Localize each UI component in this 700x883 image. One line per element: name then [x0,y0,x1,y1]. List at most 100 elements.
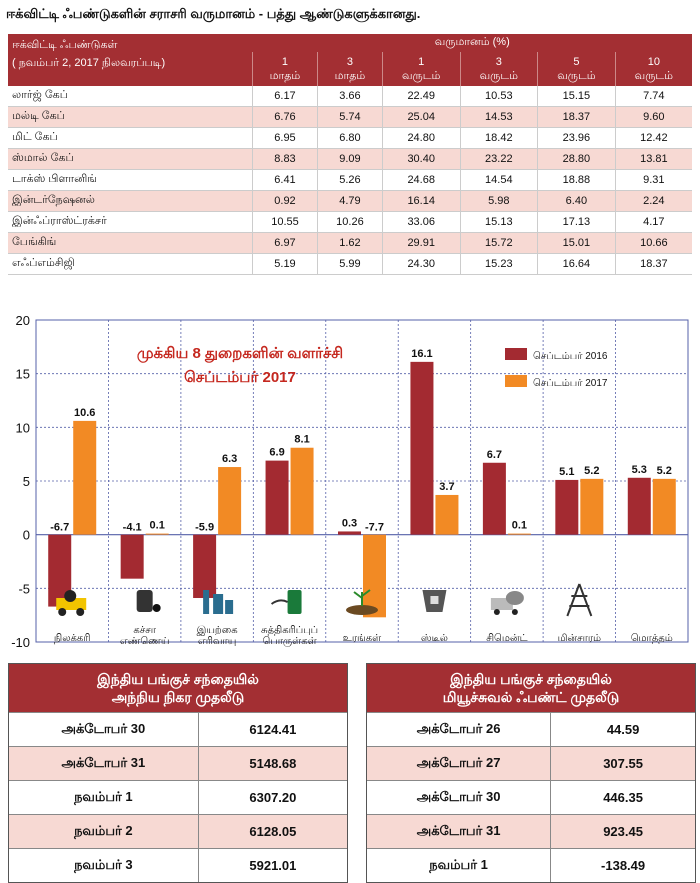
return-value-cell: 5.19 [252,253,318,275]
return-value-cell: 0.92 [252,190,318,212]
return-value-cell: 6.41 [252,169,318,191]
return-value-cell: 2.24 [614,190,692,212]
fii-title-line2: அந்நிய நிகர முதலீடு [111,689,245,705]
category-label: மின்சாரம் [558,633,602,644]
amount-cell: 5921.01 [198,848,347,882]
data-label: 3.7 [439,481,454,493]
mf-rows: அக்டோபர் 26 44.59 அக்டோபர் 27 307.55 அக்டோபர… [367,712,695,882]
legend-label: செப்டம்பர் 2017 [533,378,608,389]
page-title: ஈக்விட்டி ஃபண்டுகளின் சராசரி வருமானம் - … [6,6,421,21]
y-tick-label: -10 [11,635,30,650]
table-row: எஃப்எம்சிஜி 5.19 5.99 24.30 15.23 16.64 18.37 [8,253,692,275]
period-header: 1 மாதம் [252,52,318,86]
chart-bars: -6.7 -4.1 -5.9 6.9 0.3 16.1 6.7 5.1 5.3 10.6 0.1 6.… [48,348,676,618]
return-value-cell: 7.74 [614,86,692,107]
return-value-cell: 6.76 [252,106,318,128]
bar-sep-2017 [507,533,531,535]
data-label: 6.9 [269,447,284,459]
data-label: 0.1 [512,520,527,532]
fii-investment-table: இந்திய பங்குச் சந்தையில் அந்நிய நிகர முத… [8,663,348,883]
fii-title-line1: இந்திய பங்குச் சந்தையில் [97,671,259,687]
table-header-fund-type: ஈக்விட்டி ஃபண்டுகள் ( நவம்பர் 2, 2017 நி… [8,34,253,86]
return-value-cell: 15.01 [537,232,616,254]
category-label: சுத்திகரிப்புப் [261,625,318,636]
data-label: -6.7 [50,522,69,534]
amount-cell: 446.35 [550,780,695,815]
legend-label: செப்டம்பர் 2016 [533,351,608,362]
mf-title-line2: மியூச்சுவல் ஃபண்ட் முதலீடு [442,689,620,705]
bar-sep-2016 [265,460,289,535]
return-value-cell: 24.30 [381,253,460,275]
table-row: லார்ஜ் கேப் 6.17 3.66 22.49 10.53 15.15 7.74 [8,86,692,107]
bar-sep-2016 [338,531,361,535]
return-value-cell: 18.37 [537,106,616,128]
return-value-cell: 5.98 [459,190,538,212]
date-cell: நவம்பர் 1 [9,780,199,815]
return-value-cell: 15.15 [537,86,616,107]
data-label: 6.3 [222,453,237,465]
period-unit: வருடம் [557,70,596,82]
date-cell: அக்டோபர் 27 [367,746,552,781]
legend-swatch [505,375,527,387]
date-cell: நவம்பர் 1 [367,848,552,882]
bar-sep-2017 [145,533,169,535]
legend-swatch [505,348,527,360]
category-label: கச்சா [133,625,156,636]
return-value-cell: 10.55 [252,211,318,233]
header-date-label: ( நவம்பர் 2, 2017 நிலவரப்படி) [12,57,166,69]
table-row: அக்டோபர் 30 6124.41 [9,712,347,747]
oil-barrel-icon [136,590,161,612]
return-value-cell: 8.83 [252,148,318,170]
return-value-cell: 23.96 [537,127,616,149]
header-funds-label: ஈக்விட்டி ஃபண்டுகள் [12,39,118,51]
table-row: நவம்பர் 2 6128.05 [9,814,347,849]
bar-sep-2017 [218,467,242,535]
table-row: அக்டோபர் 26 44.59 [367,712,695,747]
core-sector-chart: -10 -5 0 5 10 15 20 -6.7 -4.1 -5.9 6.9 0.3 16.1 6.7 5… [0,312,700,658]
bar-sep-2016 [48,534,72,607]
return-value-cell: 6.95 [252,127,318,149]
return-value-cell: 6.97 [252,232,318,254]
period-unit: வருடம் [634,70,673,82]
data-label: -5.9 [195,522,214,534]
y-tick-label: -5 [18,581,30,596]
mf-title-line1: இந்திய பங்குச் சந்தையில் [450,671,612,687]
y-tick-label: 5 [23,474,30,489]
table-row: இன்ஃப்ராஸ்ட்ரக்சர் 10.55 10.26 33.06 15.13 17… [8,211,692,233]
bar-sep-2017 [580,478,604,535]
period-number: 1 [281,56,289,68]
return-value-cell: 6.40 [537,190,616,212]
table-row: அக்டோபர் 30 446.35 [367,780,695,815]
period-number: 1 [418,56,425,68]
table-row: நவம்பர் 1 -138.49 [367,848,695,882]
return-value-cell: 10.66 [614,232,692,254]
return-value-cell: 18.37 [614,253,692,275]
category-label: உரங்கள் [343,633,381,644]
return-value-cell: 16.64 [537,253,616,275]
return-value-cell: 16.14 [381,190,460,212]
y-tick-label: 10 [16,420,30,435]
period-unit: மாதம் [269,70,301,82]
fuel-pump-icon [270,590,302,614]
category-label: இயற்கை [197,625,238,636]
chart-legend: செப்டம்பர் 2016 செப்டம்பர் 2017 [505,348,608,389]
amount-cell: 5148.68 [198,746,347,781]
gas-plant-icon [203,590,234,614]
return-value-cell: 14.53 [459,106,538,128]
data-label: -4.1 [123,522,142,534]
date-cell: அக்டோபர் 31 [367,814,552,849]
bar-sep-2016 [482,462,506,535]
table-row: மல்டி கேப் 6.76 5.74 25.04 14.53 18.37 9.60 [8,106,692,128]
bar-sep-2016 [410,361,434,535]
data-label: 5.3 [632,464,647,476]
return-value-cell: 10.26 [316,211,383,233]
amount-cell: 923.45 [550,814,695,849]
y-tick-label: 20 [16,313,30,328]
fund-name-cell: லார்ஜ் கேப் [8,86,253,107]
bar-sep-2016 [193,534,217,598]
date-cell: நவம்பர் 3 [9,848,199,882]
period-header: 3 மாதம் [316,52,383,86]
return-value-cell: 6.17 [252,86,318,107]
mf-table-header: இந்திய பங்குச் சந்தையில் மியூச்சுவல் ஃபண… [367,664,695,712]
date-cell: அக்டோபர் 26 [367,712,552,747]
